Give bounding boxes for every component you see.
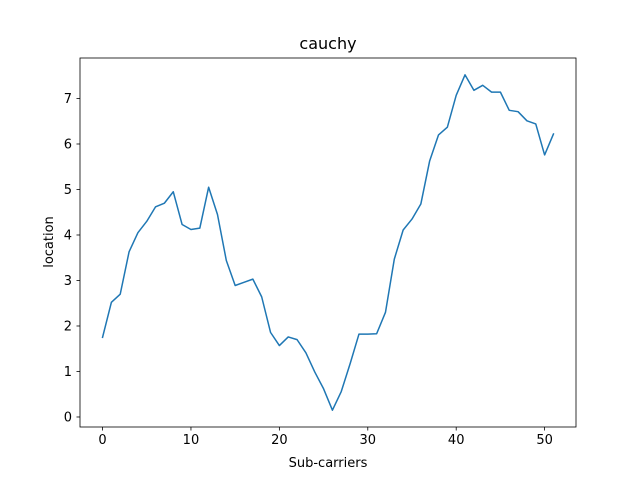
y-tick-label: 7: [64, 92, 72, 107]
y-tick-label: 6: [64, 137, 72, 152]
x-tick-label: 30: [360, 433, 377, 448]
y-tick-label: 5: [64, 183, 72, 198]
x-tick-label: 10: [183, 433, 200, 448]
y-tick-label: 1: [64, 365, 72, 380]
x-tick-label: 0: [98, 433, 106, 448]
x-tick-label: 20: [271, 433, 288, 448]
y-tick-label: 3: [64, 274, 72, 289]
y-axis-label: location: [42, 216, 57, 268]
y-tick-label: 0: [64, 410, 72, 425]
x-tick-label: 50: [536, 433, 553, 448]
y-tick-label: 2: [64, 319, 72, 334]
series-line-0: [101, 74, 555, 411]
y-tick-label: 4: [64, 228, 72, 243]
plot-frame: [79, 57, 577, 428]
axes-layer: 0 10 20 30 40 50 0 1 2 3 4 5 6 7: [64, 57, 577, 448]
chart-title: cauchy: [299, 34, 356, 53]
series-layer: [101, 74, 555, 411]
x-axis-label: Sub-carriers: [289, 456, 368, 471]
x-tick-label: 40: [448, 433, 465, 448]
